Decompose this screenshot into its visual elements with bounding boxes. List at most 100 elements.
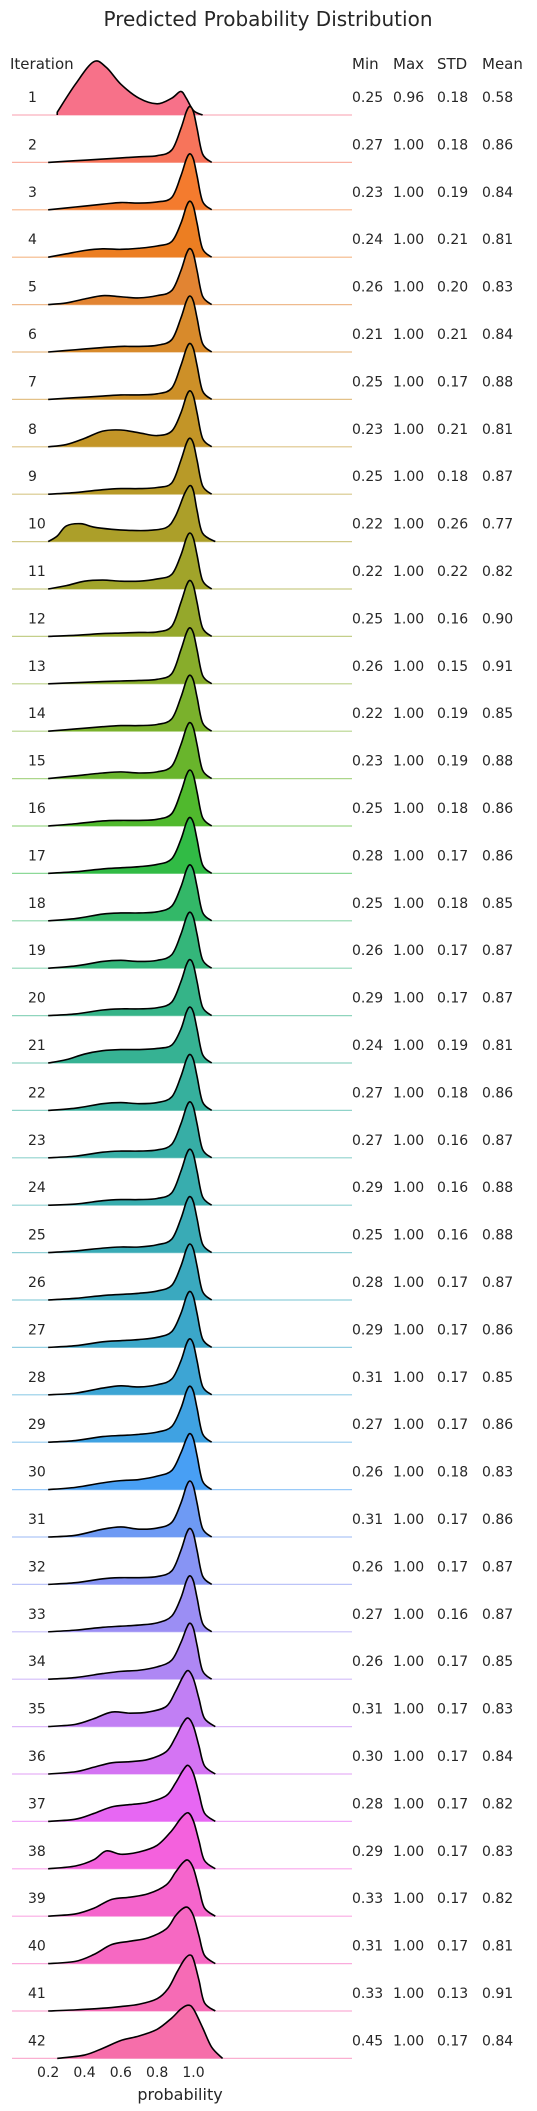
- stat-max: 1.00: [393, 2033, 424, 2049]
- x-tick-label: 0.6: [110, 2065, 132, 2081]
- iteration-label: 13: [28, 659, 46, 675]
- iteration-label: 42: [28, 2033, 46, 2049]
- ridge-row: 16 0.25 1.00 0.18 0.86: [12, 769, 513, 827]
- ridge-row: 39 0.33 1.00 0.17 0.82: [12, 1859, 513, 1917]
- iteration-label: 26: [28, 1275, 46, 1291]
- stat-std: 0.21: [437, 327, 468, 343]
- iteration-label: 12: [28, 611, 46, 627]
- x-tick-label: 0.2: [37, 2065, 59, 2081]
- iteration-label: 6: [28, 327, 37, 343]
- stat-std: 0.17: [437, 1844, 468, 1860]
- stat-std: 0.17: [437, 1559, 468, 1575]
- ridge-outline: [48, 389, 213, 448]
- stat-mean: 0.83: [482, 1844, 513, 1860]
- ridge-row: 28 0.31 1.00 0.17 0.85: [12, 1337, 513, 1396]
- ridge-outline: [48, 1195, 213, 1254]
- stat-max: 1.00: [393, 659, 424, 675]
- ridge-outline: [48, 1006, 213, 1064]
- stat-std: 0.17: [437, 1417, 468, 1433]
- iteration-label: 15: [28, 754, 46, 770]
- ridge-row: 2 0.27 1.00 0.18 0.86: [12, 105, 513, 164]
- stat-std: 0.19: [437, 1038, 468, 1054]
- stat-min: 0.28: [352, 1796, 383, 1812]
- stat-min: 0.27: [352, 1417, 383, 1433]
- stat-min: 0.29: [352, 991, 383, 1007]
- stat-min: 0.22: [352, 706, 383, 722]
- stat-std: 0.18: [437, 469, 468, 485]
- stat-mean: 0.85: [482, 896, 513, 912]
- stat-min: 0.25: [352, 374, 383, 390]
- stat-max: 1.00: [393, 991, 424, 1007]
- stat-std: 0.17: [437, 991, 468, 1007]
- iteration-label: 41: [28, 1986, 46, 2002]
- stat-mean: 0.86: [482, 1512, 513, 1528]
- iteration-label: 19: [28, 943, 46, 959]
- stat-std: 0.21: [437, 232, 468, 248]
- stat-std: 0.15: [437, 659, 468, 675]
- ridge-outline: [48, 769, 213, 827]
- ridge-outline: [48, 1527, 213, 1586]
- ridge-outline: [48, 342, 213, 401]
- ridge-outline: [48, 1100, 213, 1159]
- ridge-row: 21 0.24 1.00 0.19 0.81: [12, 1006, 513, 1064]
- ridge-row: 11 0.22 1.00 0.22 0.82: [12, 532, 513, 590]
- ridge-row: 22 0.27 1.00 0.18 0.86: [12, 1053, 513, 1112]
- stat-std: 0.16: [437, 1133, 468, 1149]
- iteration-label: 38: [28, 1844, 46, 1860]
- ridge-row: 31 0.31 1.00 0.17 0.86: [12, 1480, 513, 1538]
- stat-mean: 0.91: [482, 1986, 513, 2002]
- ridge-area: [48, 1765, 216, 1822]
- ridge-row: 4 0.24 1.00 0.21 0.81: [12, 200, 513, 258]
- ridge-row: 42 0.45 1.00 0.17 0.84: [12, 2004, 513, 2060]
- stat-mean: 0.82: [482, 564, 513, 580]
- stat-mean: 0.82: [482, 1796, 513, 1812]
- stat-std: 0.16: [437, 1180, 468, 1196]
- stat-std: 0.21: [437, 422, 468, 438]
- ridge-row: 9 0.25 1.00 0.18 0.87: [12, 437, 513, 495]
- stat-std: 0.26: [437, 517, 468, 533]
- stat-min: 0.27: [352, 1607, 383, 1623]
- stat-max: 1.00: [393, 848, 424, 864]
- stat-mean: 0.87: [482, 1133, 513, 1149]
- stat-min: 0.26: [352, 659, 383, 675]
- stat-min: 0.22: [352, 517, 383, 533]
- stat-min: 0.30: [352, 1749, 383, 1765]
- x-axis-label: probability: [137, 2085, 222, 2104]
- iteration-label: 37: [28, 1796, 46, 1812]
- stat-std: 0.16: [437, 1228, 468, 1244]
- iteration-label: 3: [28, 185, 37, 201]
- ridge-area: [48, 485, 216, 542]
- ridge-row: 17 0.28 1.00 0.17 0.86: [12, 816, 513, 875]
- stat-std: 0.18: [437, 137, 468, 153]
- stat-mean: 0.84: [482, 1749, 513, 1765]
- ridge-row: 26 0.28 1.00 0.17 0.87: [12, 1243, 513, 1301]
- ridge-outline: [48, 532, 213, 590]
- ridge-area: [48, 1433, 212, 1490]
- stat-mean: 0.88: [482, 1228, 513, 1244]
- ridge-outline: [48, 1574, 213, 1633]
- stat-max: 0.96: [393, 90, 424, 106]
- ridge-outline: [48, 674, 213, 732]
- stat-mean: 0.86: [482, 137, 513, 153]
- stat-min: 0.26: [352, 280, 383, 296]
- stat-max: 1.00: [393, 801, 424, 817]
- iteration-label: 16: [28, 801, 46, 817]
- ridge-row: 36 0.30 1.00 0.17 0.84: [12, 1717, 513, 1775]
- stat-max: 1.00: [393, 564, 424, 580]
- ridge-outline: [48, 721, 213, 780]
- stat-mean: 0.83: [482, 1702, 513, 1718]
- ridge-outline: [47, 484, 216, 543]
- stat-min: 0.25: [352, 896, 383, 912]
- mean-header: Mean: [482, 55, 523, 73]
- iteration-label: 21: [28, 1038, 46, 1054]
- stat-std: 0.18: [437, 1465, 468, 1481]
- stat-mean: 0.86: [482, 1085, 513, 1101]
- ridge-row: 40 0.31 1.00 0.17 0.81: [12, 1906, 513, 1965]
- stat-min: 0.27: [352, 1085, 383, 1101]
- max-header: Max: [393, 55, 424, 73]
- stat-min: 0.27: [352, 1133, 383, 1149]
- stat-std: 0.13: [437, 1986, 468, 2002]
- stat-mean: 0.86: [482, 1322, 513, 1338]
- stat-min: 0.29: [352, 1322, 383, 1338]
